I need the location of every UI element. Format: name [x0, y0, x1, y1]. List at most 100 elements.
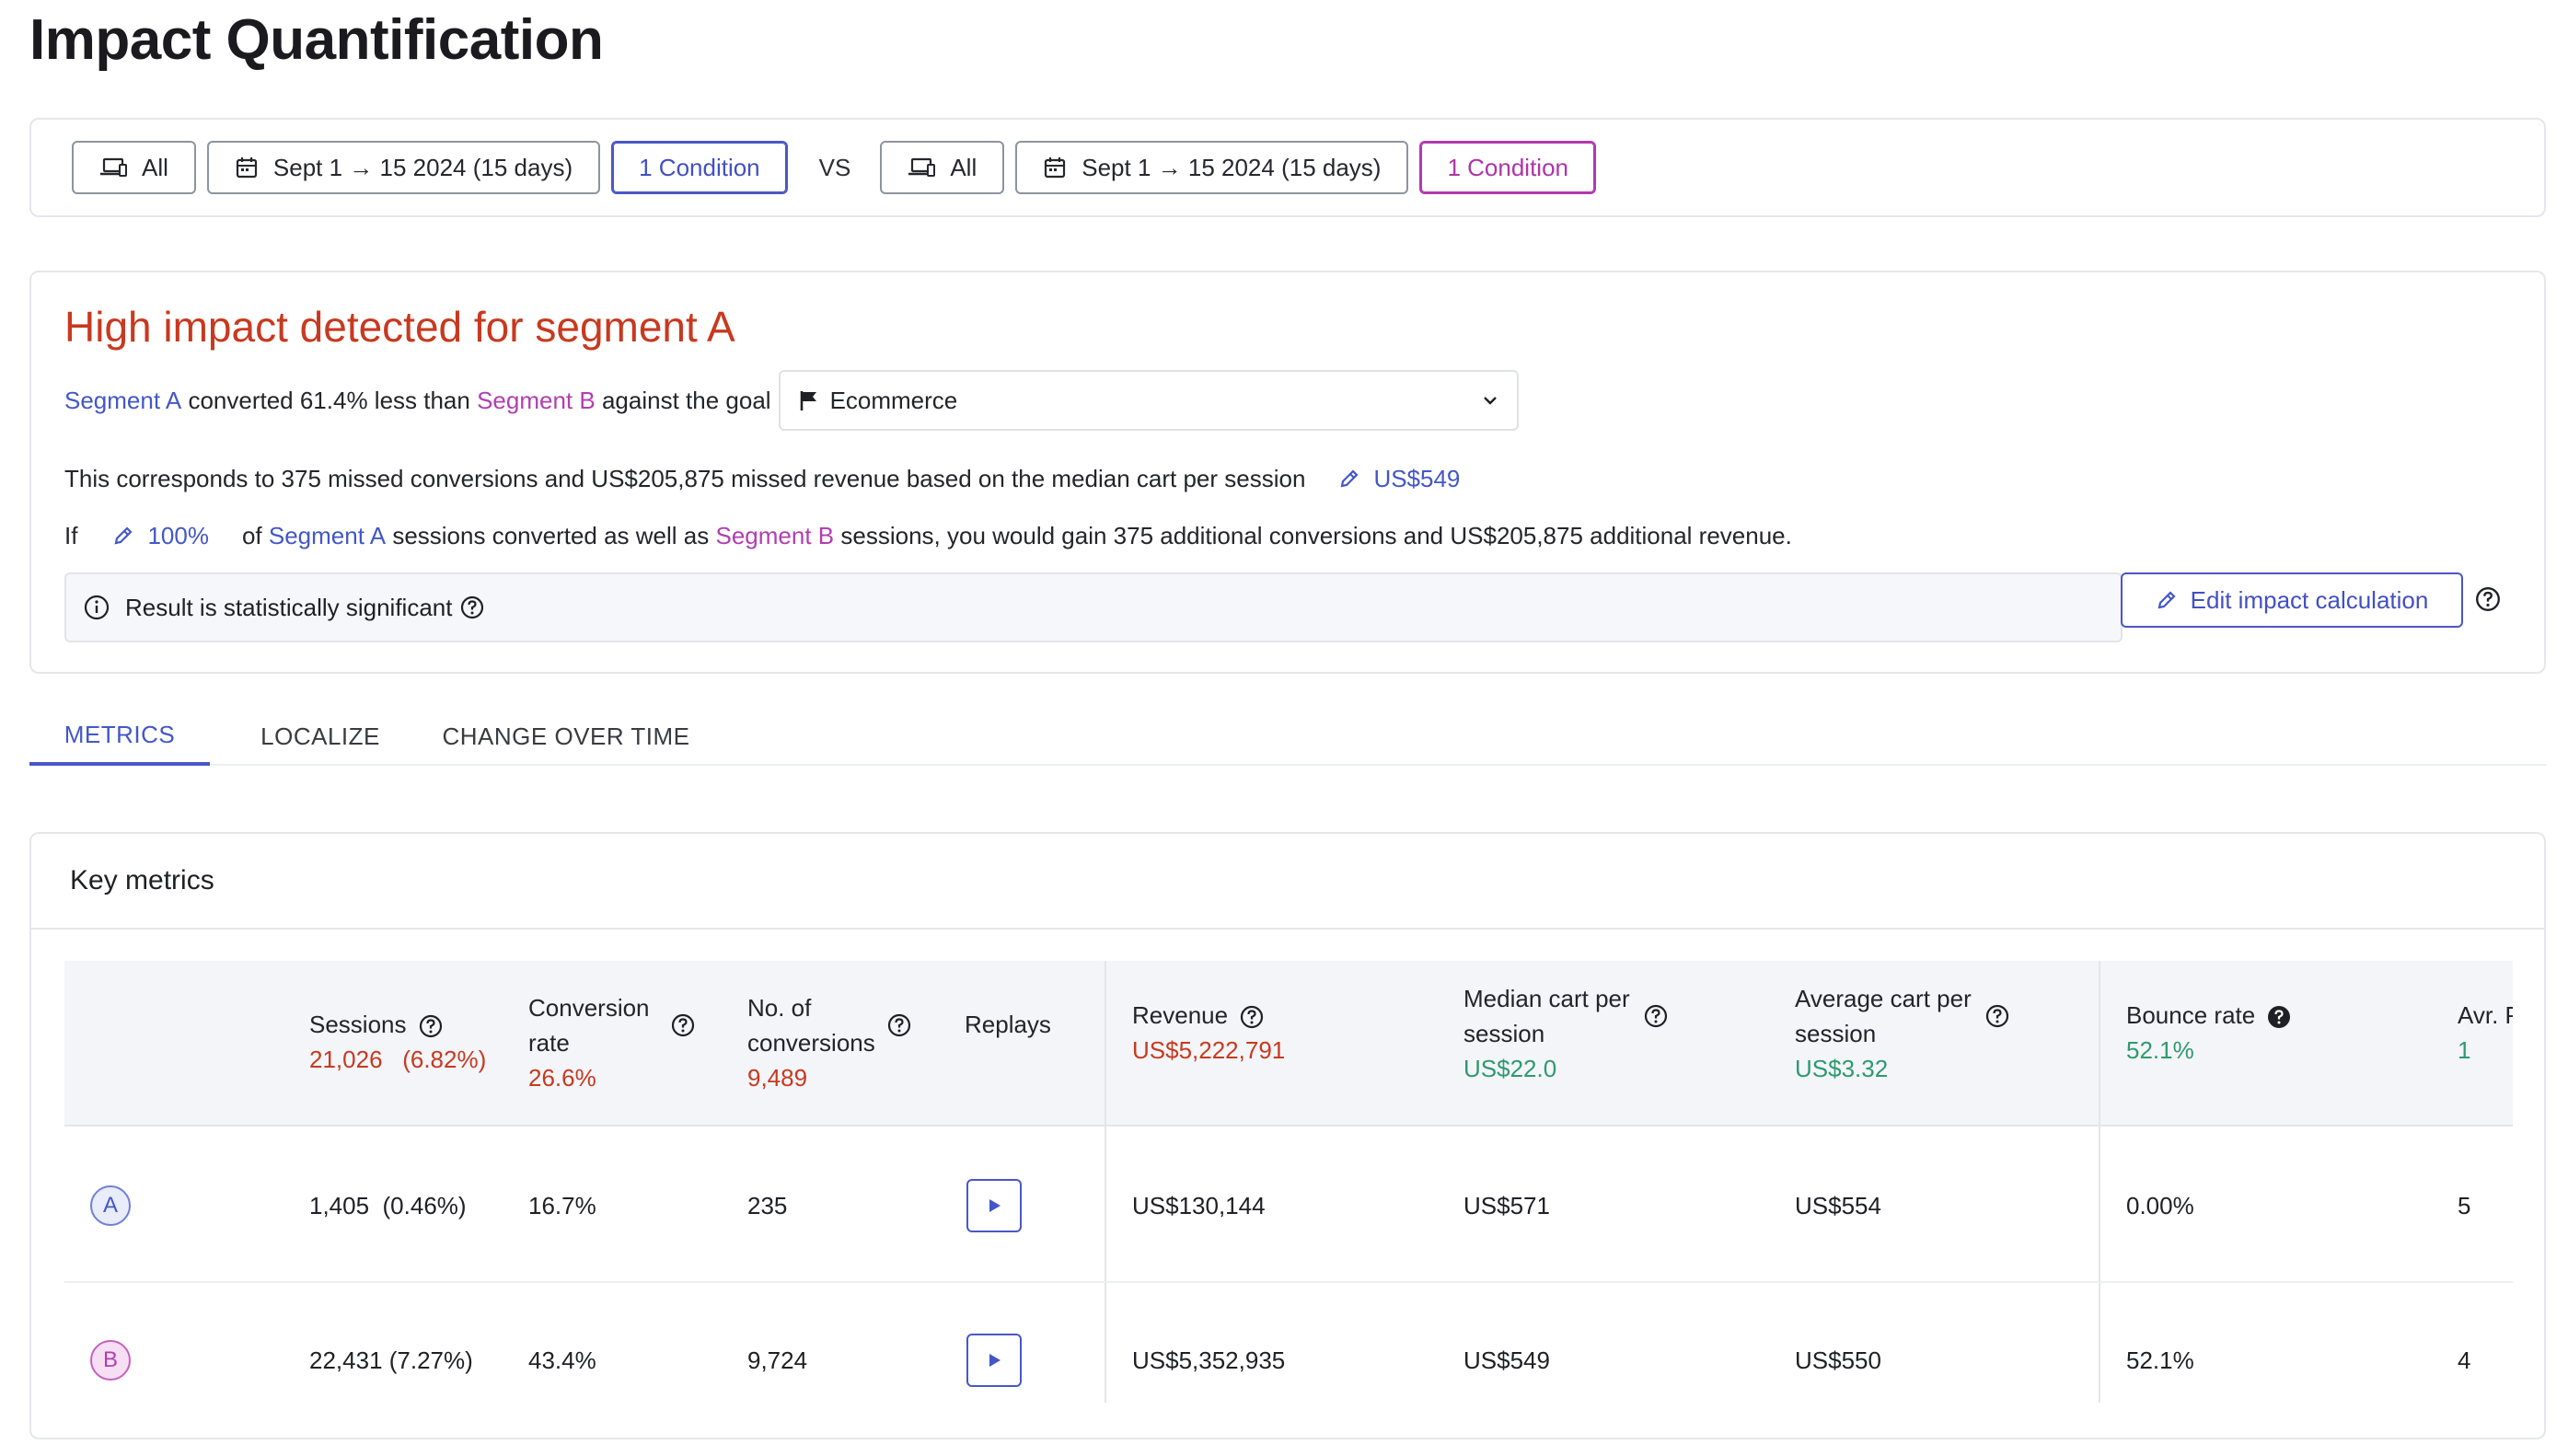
- conversion-rate-cell: 16.7%: [528, 1191, 596, 1219]
- segment-b-link[interactable]: Segment B: [715, 521, 835, 549]
- average-cart-total: US$3.32: [1795, 1055, 1889, 1082]
- segment-b-date-label: Sept 1 → 15 2024 (15 days): [1082, 153, 1382, 181]
- column-divider: [2099, 961, 2100, 1403]
- avg-pages-header: Avr. Pag 1: [2458, 998, 2513, 1068]
- help-icon[interactable]: [1643, 1003, 1669, 1029]
- segment-b-condition-button[interactable]: 1 Condition: [1419, 141, 1596, 194]
- impact-title: High impact detected for segment A: [64, 303, 735, 351]
- percentage-edit[interactable]: 100%: [112, 522, 209, 550]
- bounce-rate-cell: 52.1%: [2126, 1346, 2194, 1374]
- conversions-header: No. of conversions 9,489: [747, 990, 912, 1095]
- pencil-icon: [115, 526, 133, 545]
- segment-b-device-button[interactable]: All: [880, 141, 1005, 194]
- segment-a-date-label: Sept 1 → 15 2024 (15 days): [272, 153, 573, 181]
- flag-icon: [800, 391, 816, 410]
- sessions-label: Sessions: [309, 1011, 407, 1038]
- average-cart-header: Average cart per session US$3.32: [1795, 981, 2010, 1086]
- revenue-total: US$5,222,791: [1132, 1036, 1286, 1064]
- conversion-rate-label-2: rate: [528, 1029, 570, 1057]
- potential-gain-line: If 100% of Segment A sessions converted …: [64, 515, 1792, 556]
- help-icon[interactable]: [418, 1013, 444, 1039]
- median-cart-cell: US$549: [1463, 1346, 1550, 1374]
- help-icon[interactable]: [886, 1012, 912, 1038]
- segment-a-badge: A: [90, 1185, 131, 1226]
- missed-revenue-text: This corresponds to 375 missed conversio…: [64, 464, 1306, 492]
- conversions-label-2: conversions: [747, 1029, 875, 1057]
- metrics-table: Sessions 21,026 (6.82%) Conversion rate …: [64, 961, 2513, 1421]
- if-text: If: [64, 521, 78, 549]
- revenue-cell: US$130,144: [1132, 1191, 1266, 1219]
- segment-a-condition-button[interactable]: 1 Condition: [611, 141, 788, 194]
- average-cart-cell: US$554: [1795, 1191, 1881, 1219]
- conversions-cell: 9,724: [747, 1346, 808, 1374]
- segment-b-badge: B: [90, 1340, 131, 1381]
- tab-metrics[interactable]: METRICS: [29, 707, 210, 766]
- help-icon[interactable]: [459, 595, 485, 620]
- play-replay-button[interactable]: [966, 1334, 1022, 1387]
- avg-pages-label: Avr. Pag: [2458, 1001, 2513, 1029]
- comparison-text: converted 61.4% less than: [188, 386, 470, 414]
- segment-a-device-button[interactable]: All: [72, 141, 196, 194]
- replays-header: Replays: [965, 1007, 1051, 1042]
- segment-filter-bar: All Sept 1 → 15 2024 (15 days) 1 Conditi…: [29, 118, 2546, 217]
- sessions-header: Sessions 21,026 (6.82%): [309, 1007, 486, 1077]
- avg-pages-total: 1: [2458, 1036, 2471, 1064]
- help-icon[interactable]: [670, 1012, 696, 1038]
- median-cart-label-1: Median cart per: [1463, 985, 1630, 1012]
- segment-cell: A: [90, 1128, 131, 1283]
- vs-label: VS: [818, 153, 851, 181]
- sessions-total-pct: (6.82%): [402, 1046, 487, 1073]
- conversion-rate-total: 26.6%: [528, 1064, 596, 1092]
- segment-a-link[interactable]: Segment A: [268, 521, 387, 549]
- play-replay-button[interactable]: [966, 1179, 1022, 1232]
- play-icon: [989, 1354, 1001, 1367]
- segment-cell: B: [90, 1283, 131, 1421]
- help-icon[interactable]: [2474, 585, 2502, 613]
- conversions-cell: 235: [747, 1191, 788, 1219]
- goal-text: against the goal: [601, 386, 771, 414]
- pencil-icon: [1341, 469, 1359, 488]
- sessions-total: 21,026: [309, 1046, 383, 1073]
- bounce-rate-total: 52.1%: [2126, 1036, 2194, 1064]
- segment-b-device-label: All: [950, 153, 977, 181]
- median-cart-cell: US$571: [1463, 1191, 1550, 1219]
- bounce-rate-label: Bounce rate: [2126, 1001, 2256, 1029]
- conversions-label-1: No. of: [747, 994, 812, 1022]
- of-text: of: [241, 521, 262, 549]
- play-icon: [989, 1199, 1001, 1212]
- revenue-header: Revenue US$5,222,791: [1132, 998, 1285, 1068]
- median-cart-edit[interactable]: US$549: [1338, 465, 1460, 493]
- significance-text: Result is statistically significant: [125, 593, 453, 621]
- help-filled-icon[interactable]: [2266, 1004, 2292, 1030]
- device-icon: [100, 157, 127, 177]
- tab-localize[interactable]: LOCALIZE: [260, 722, 380, 750]
- replays-cell: [966, 1283, 1022, 1421]
- calendar-icon: [236, 157, 258, 179]
- help-icon[interactable]: [1239, 1004, 1265, 1030]
- key-metrics-card: Key metrics Sessions 21,026 (6.82%) Conv…: [29, 832, 2546, 1439]
- segment-b-link[interactable]: Segment B: [477, 386, 596, 414]
- median-cart-label-2: session: [1463, 1020, 1545, 1047]
- replays-label: Replays: [965, 1011, 1051, 1038]
- goal-select-value: Ecommerce: [829, 386, 958, 414]
- segment-b-date-button[interactable]: Sept 1 → 15 2024 (15 days): [1015, 141, 1409, 194]
- conversion-rate-header: Conversion rate 26.6%: [528, 990, 696, 1095]
- segment-a-date-button[interactable]: Sept 1 → 15 2024 (15 days): [206, 141, 601, 194]
- help-icon[interactable]: [1984, 1003, 2010, 1029]
- device-icon: [908, 157, 936, 177]
- bounce-rate-header: Bounce rate 52.1%: [2126, 998, 2292, 1068]
- segment-a-link[interactable]: Segment A: [64, 386, 182, 414]
- page-title: Impact Quantification: [29, 8, 604, 72]
- column-divider: [1105, 961, 1106, 1403]
- average-cart-label-1: Average cart per: [1795, 985, 1972, 1012]
- gain-mid-text: sessions converted as well as: [392, 521, 710, 549]
- tab-change-over-time[interactable]: CHANGE OVER TIME: [442, 722, 690, 750]
- metrics-table-header: Sessions 21,026 (6.82%) Conversion rate …: [64, 961, 2513, 1127]
- edit-impact-calculation-button[interactable]: Edit impact calculation: [2121, 572, 2463, 628]
- pencil-icon: [2157, 591, 2176, 609]
- average-cart-cell: US$550: [1795, 1346, 1881, 1374]
- goal-select[interactable]: Ecommerce: [778, 370, 1519, 431]
- table-row: A 1,405 (0.46%) 16.7% 235 US$130,144 US$…: [64, 1128, 2513, 1283]
- sessions-cell: 22,431 (7.27%): [309, 1346, 473, 1374]
